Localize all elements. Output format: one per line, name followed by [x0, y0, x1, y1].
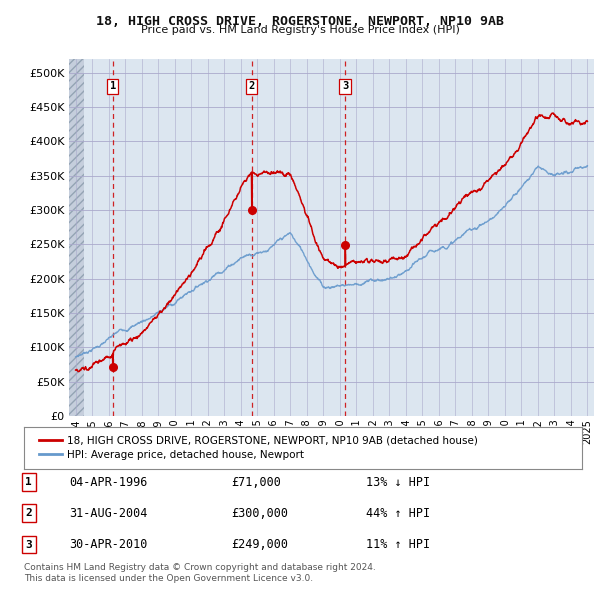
Text: Contains HM Land Registry data © Crown copyright and database right 2024.: Contains HM Land Registry data © Crown c…	[24, 563, 376, 572]
Text: 1: 1	[110, 81, 116, 91]
Text: 11% ↑ HPI: 11% ↑ HPI	[366, 538, 430, 551]
Text: 44% ↑ HPI: 44% ↑ HPI	[366, 507, 430, 520]
Text: £71,000: £71,000	[231, 476, 281, 489]
Text: Price paid vs. HM Land Registry's House Price Index (HPI): Price paid vs. HM Land Registry's House …	[140, 25, 460, 35]
Text: £300,000: £300,000	[231, 507, 288, 520]
Text: 13% ↓ HPI: 13% ↓ HPI	[366, 476, 430, 489]
Text: 1: 1	[25, 477, 32, 487]
Text: 3: 3	[342, 81, 349, 91]
Text: This data is licensed under the Open Government Licence v3.0.: This data is licensed under the Open Gov…	[24, 574, 313, 583]
Text: £249,000: £249,000	[231, 538, 288, 551]
Legend: 18, HIGH CROSS DRIVE, ROGERSTONE, NEWPORT, NP10 9AB (detached house), HPI: Avera: 18, HIGH CROSS DRIVE, ROGERSTONE, NEWPOR…	[35, 431, 482, 464]
Text: 04-APR-1996: 04-APR-1996	[69, 476, 148, 489]
Text: 2: 2	[248, 81, 255, 91]
Text: 18, HIGH CROSS DRIVE, ROGERSTONE, NEWPORT, NP10 9AB: 18, HIGH CROSS DRIVE, ROGERSTONE, NEWPOR…	[96, 15, 504, 28]
Bar	[69, 59, 84, 416]
Text: 31-AUG-2004: 31-AUG-2004	[69, 507, 148, 520]
Text: 30-APR-2010: 30-APR-2010	[69, 538, 148, 551]
Text: 3: 3	[25, 540, 32, 549]
Text: 2: 2	[25, 509, 32, 518]
